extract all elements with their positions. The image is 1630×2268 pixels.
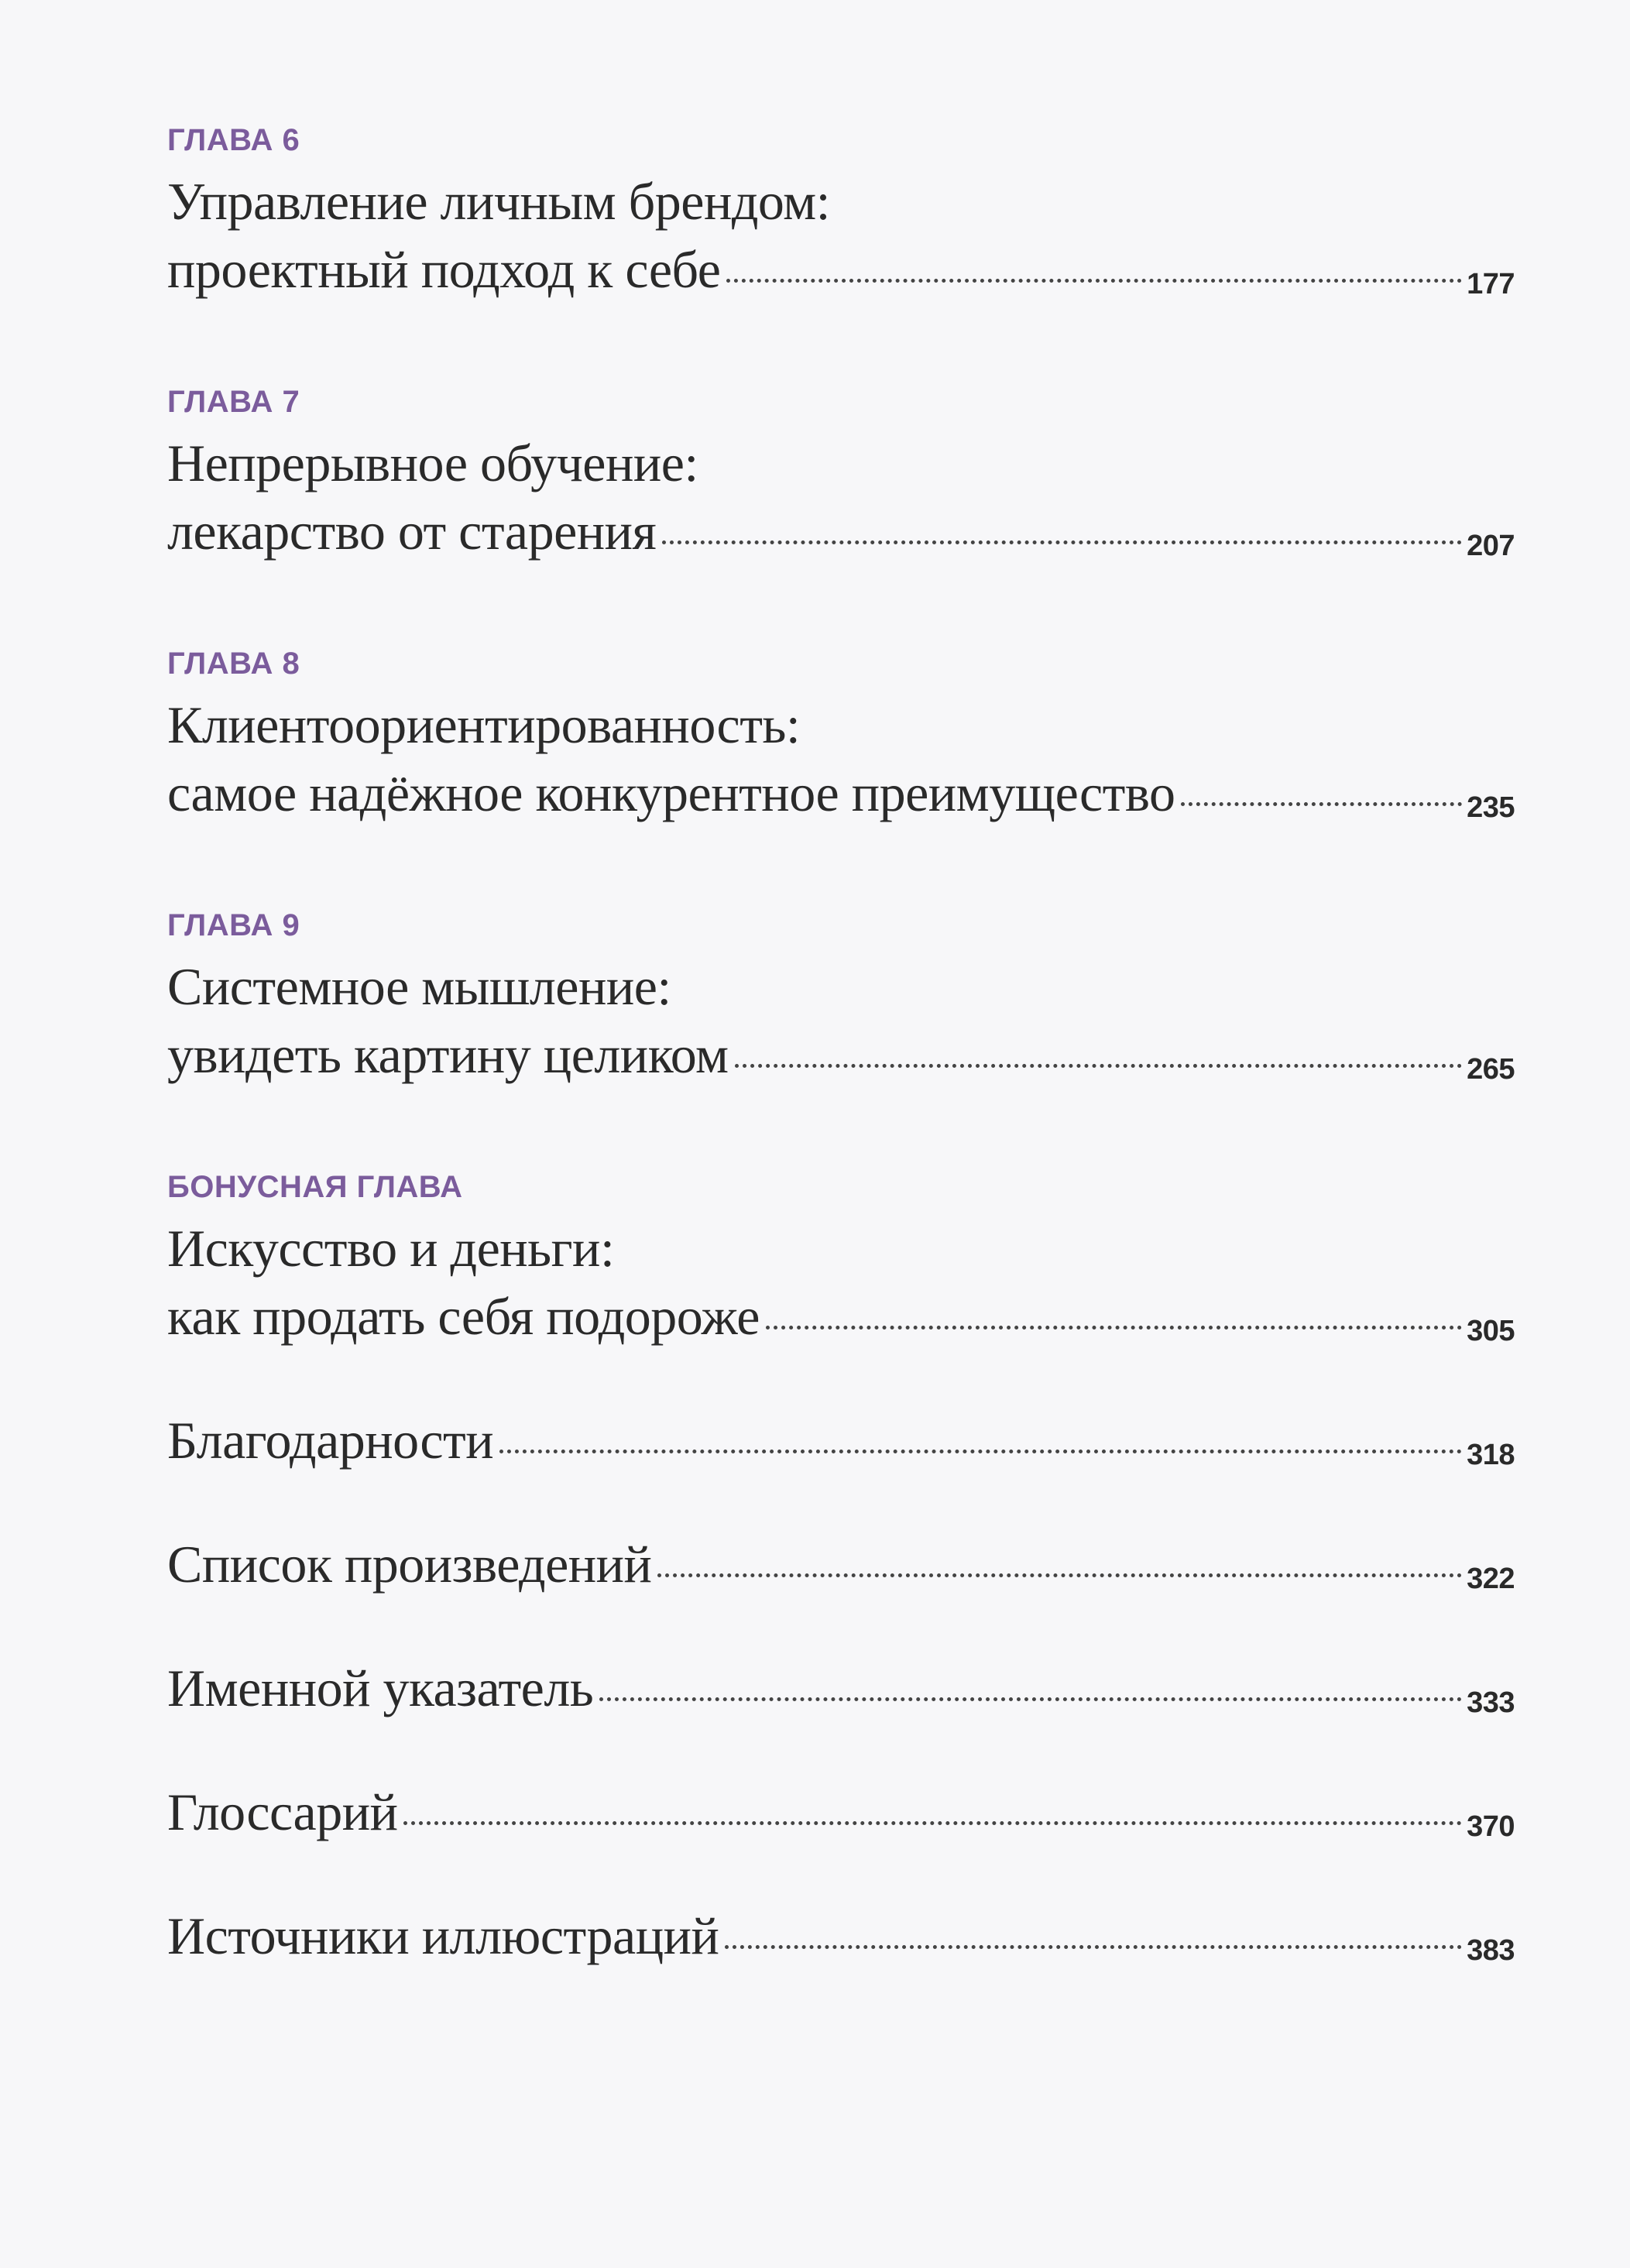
page-number: 333 xyxy=(1467,1686,1515,1719)
page-number: 305 xyxy=(1467,1315,1515,1347)
toc-entry-chapter-8[interactable]: ГЛАВА 8 Клиентоориентированность: самое … xyxy=(167,636,1515,827)
chapter-title-line-with-page: увидеть картину целиком 265 xyxy=(167,1021,1515,1089)
section-title: Глоссарий xyxy=(167,1782,398,1841)
toc-entry-name-index[interactable]: Именной указатель 333 xyxy=(167,1654,1515,1722)
dot-leader xyxy=(403,1821,1463,1825)
toc-entry-bonus-chapter[interactable]: БОНУСНАЯ ГЛАВА Искусство и деньги: как п… xyxy=(167,1160,1515,1350)
toc-entry-chapter-7[interactable]: ГЛАВА 7 Непрерывное обучение: лекарство … xyxy=(167,375,1515,565)
chapter-title-line: Клиентоориентированность: xyxy=(167,695,801,754)
chapter-label: ГЛАВА 7 xyxy=(167,385,300,419)
table-of-contents: ГЛАВА 6 Управление личным брендом: проек… xyxy=(167,113,1515,1970)
chapter-subtitle: лекарство от старения xyxy=(167,502,657,561)
page-number: 207 xyxy=(1467,530,1515,562)
chapter-title-line: Непрерывное обучение: xyxy=(167,434,698,492)
chapter-label: ГЛАВА 6 xyxy=(167,123,300,157)
dot-leader xyxy=(765,1326,1463,1330)
chapter-label: ГЛАВА 8 xyxy=(167,647,300,681)
toc-entry-chapter-6[interactable]: ГЛАВА 6 Управление личным брендом: проек… xyxy=(167,113,1515,304)
toc-entry-glossary[interactable]: Глоссарий 370 xyxy=(167,1778,1515,1846)
page-number: 383 xyxy=(1467,1934,1515,1967)
toc-entry-works-list[interactable]: Список произведений 322 xyxy=(167,1530,1515,1598)
dot-leader xyxy=(726,279,1463,283)
chapter-subtitle: увидеть картину целиком xyxy=(167,1025,729,1084)
dot-leader xyxy=(734,1064,1463,1068)
chapter-list: ГЛАВА 6 Управление личным брендом: проек… xyxy=(167,113,1515,1350)
section-title: Благодарности xyxy=(167,1411,494,1470)
section-title: Именной указатель xyxy=(167,1659,594,1717)
chapter-subtitle: проектный подход к себе xyxy=(167,240,721,299)
page-number: 235 xyxy=(1467,791,1515,824)
chapter-title-line: Системное мышление: xyxy=(167,957,671,1016)
toc-entry-chapter-9[interactable]: ГЛАВА 9 Системное мышление: увидеть карт… xyxy=(167,898,1515,1089)
dot-leader xyxy=(657,1573,1463,1577)
section-title: Список произведений xyxy=(167,1535,652,1594)
dot-leader xyxy=(662,540,1463,544)
chapter-title-line-with-page: самое надёжное конкурентное преимущество… xyxy=(167,759,1515,827)
page-number: 318 xyxy=(1467,1439,1515,1471)
chapter-label: ГЛАВА 9 xyxy=(167,908,300,942)
chapter-title-line: Управление личным брендом: xyxy=(167,172,831,231)
toc-entry-illustration-sources[interactable]: Источники иллюстраций 383 xyxy=(167,1902,1515,1970)
page-number: 370 xyxy=(1467,1810,1515,1843)
toc-entry-acknowledgements[interactable]: Благодарности 318 xyxy=(167,1406,1515,1474)
chapter-title-line: Искусство и деньги: xyxy=(167,1219,615,1278)
chapter-subtitle: как продать себя подороже xyxy=(167,1287,760,1346)
chapter-title-line-with-page: проектный подход к себе 177 xyxy=(167,235,1515,304)
dot-leader xyxy=(725,1945,1463,1949)
chapter-title-line-with-page: лекарство от старения 207 xyxy=(167,497,1515,565)
page-number: 265 xyxy=(1467,1053,1515,1086)
dot-leader xyxy=(1181,802,1463,806)
dot-leader xyxy=(499,1450,1463,1453)
page-number: 322 xyxy=(1467,1563,1515,1595)
section-title: Источники иллюстраций xyxy=(167,1906,719,1965)
chapter-subtitle: самое надёжное конкурентное преимущество xyxy=(167,763,1175,822)
chapter-label: БОНУСНАЯ ГЛАВА xyxy=(167,1170,463,1204)
page-number: 177 xyxy=(1467,268,1515,300)
dot-leader xyxy=(599,1697,1463,1701)
back-matter-list: Благодарности 318 Список произведений 322 … xyxy=(167,1406,1515,1970)
chapter-title-line-with-page: как продать себя подороже 305 xyxy=(167,1282,1515,1350)
